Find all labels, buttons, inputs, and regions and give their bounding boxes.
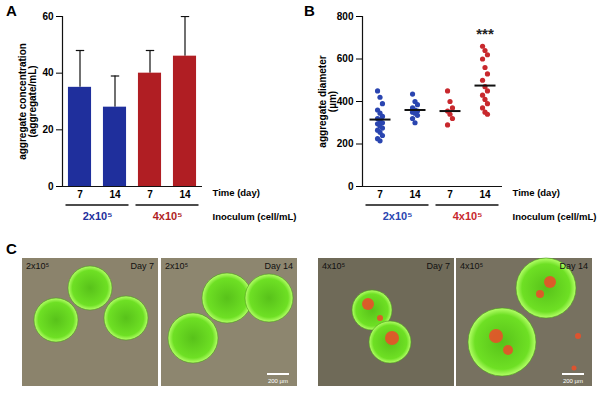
svg-text:***: *** — [476, 25, 494, 42]
svg-text:Day 7: Day 7 — [426, 261, 450, 271]
html-text:A: A — [6, 2, 17, 19]
svg-text:14: 14 — [109, 189, 121, 200]
svg-text:60: 60 — [42, 11, 54, 22]
svg-text:4x10⁵: 4x10⁵ — [453, 210, 483, 222]
svg-text:Inoculum (cell/mL): Inoculum (cell/mL) — [213, 211, 297, 222]
svg-text:2x10⁵: 2x10⁵ — [165, 261, 189, 271]
svg-text:aggregate concentration(aggreg: aggregate concentration(aggregate/mL) — [17, 43, 38, 160]
svg-text:600: 600 — [337, 53, 354, 64]
svg-text:Day 7: Day 7 — [130, 261, 154, 271]
svg-text:4x10⁵: 4x10⁵ — [322, 261, 346, 271]
svg-text:20: 20 — [42, 124, 54, 135]
svg-text:7: 7 — [147, 189, 153, 200]
svg-text:7: 7 — [447, 189, 453, 200]
svg-text:4x10⁵: 4x10⁵ — [460, 261, 484, 271]
svg-text:0: 0 — [48, 181, 54, 192]
svg-text:200 µm: 200 µm — [563, 378, 583, 384]
svg-text:Time (day): Time (day) — [513, 187, 560, 198]
svg-text:2x10⁵: 2x10⁵ — [383, 210, 413, 222]
svg-text:40: 40 — [42, 67, 54, 78]
svg-text:400: 400 — [337, 96, 354, 107]
svg-text:Day 14: Day 14 — [559, 261, 588, 271]
svg-text:aggregate diameter(µm): aggregate diameter(µm) — [317, 55, 338, 147]
svg-text:2x10⁵: 2x10⁵ — [83, 210, 113, 222]
html-text:C: C — [6, 240, 17, 257]
svg-text:2x10⁵: 2x10⁵ — [26, 261, 50, 271]
svg-text:200 µm: 200 µm — [268, 378, 288, 384]
svg-text:200: 200 — [337, 138, 354, 149]
svg-text:7: 7 — [77, 189, 83, 200]
svg-text:4x10⁵: 4x10⁵ — [153, 210, 183, 222]
svg-text:0: 0 — [348, 181, 354, 192]
svg-text:Inoculum (cell/mL): Inoculum (cell/mL) — [513, 211, 597, 222]
svg-text:14: 14 — [409, 189, 421, 200]
html-text:B: B — [304, 2, 315, 19]
svg-text:14: 14 — [479, 189, 491, 200]
svg-text:Time (day): Time (day) — [213, 187, 260, 198]
svg-text:Day 14: Day 14 — [264, 261, 293, 271]
svg-text:800: 800 — [337, 11, 354, 22]
svg-text:7: 7 — [377, 189, 383, 200]
svg-text:14: 14 — [179, 189, 191, 200]
